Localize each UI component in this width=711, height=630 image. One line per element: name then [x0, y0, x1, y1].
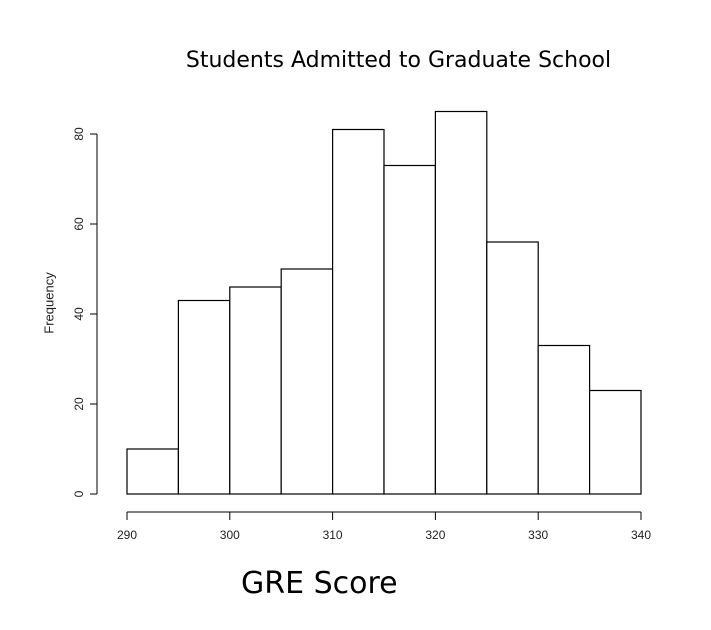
histogram-bar-4	[332, 128, 385, 495]
x-tick-label: 290	[117, 528, 137, 542]
histogram-bar-6	[434, 110, 488, 495]
y-axis-label: Frequency	[41, 272, 57, 334]
x-tick-label: 300	[220, 528, 240, 542]
histogram-bar-0	[126, 448, 180, 495]
histogram-bar-2	[229, 286, 282, 495]
histogram-bar-3	[280, 268, 334, 495]
x-axis: 290 300 310 320 330 340	[117, 511, 651, 542]
histogram-bar-8	[537, 344, 591, 495]
x-tick-label: 340	[631, 528, 651, 542]
y-tick-label: 20	[72, 397, 86, 411]
x-axis-label: GRE Score	[241, 566, 398, 601]
y-tick-label: 40	[72, 307, 86, 321]
x-tick-label: 330	[528, 528, 548, 542]
x-tick-label: 310	[323, 528, 343, 542]
x-tick-label: 320	[425, 528, 445, 542]
histogram-bar-1	[177, 299, 231, 495]
y-tick-label: 60	[72, 217, 86, 231]
y-tick-label: 80	[72, 127, 86, 141]
histogram-bar-9	[588, 389, 642, 495]
histogram-bar-7	[486, 241, 539, 495]
bars-group	[126, 110, 642, 495]
histogram-bar-5	[383, 164, 437, 495]
y-axis: 0 20 40 60 80	[72, 127, 98, 497]
chart-title: Students Admitted to Graduate School	[185, 48, 612, 73]
y-tick-label: 0	[72, 490, 86, 497]
